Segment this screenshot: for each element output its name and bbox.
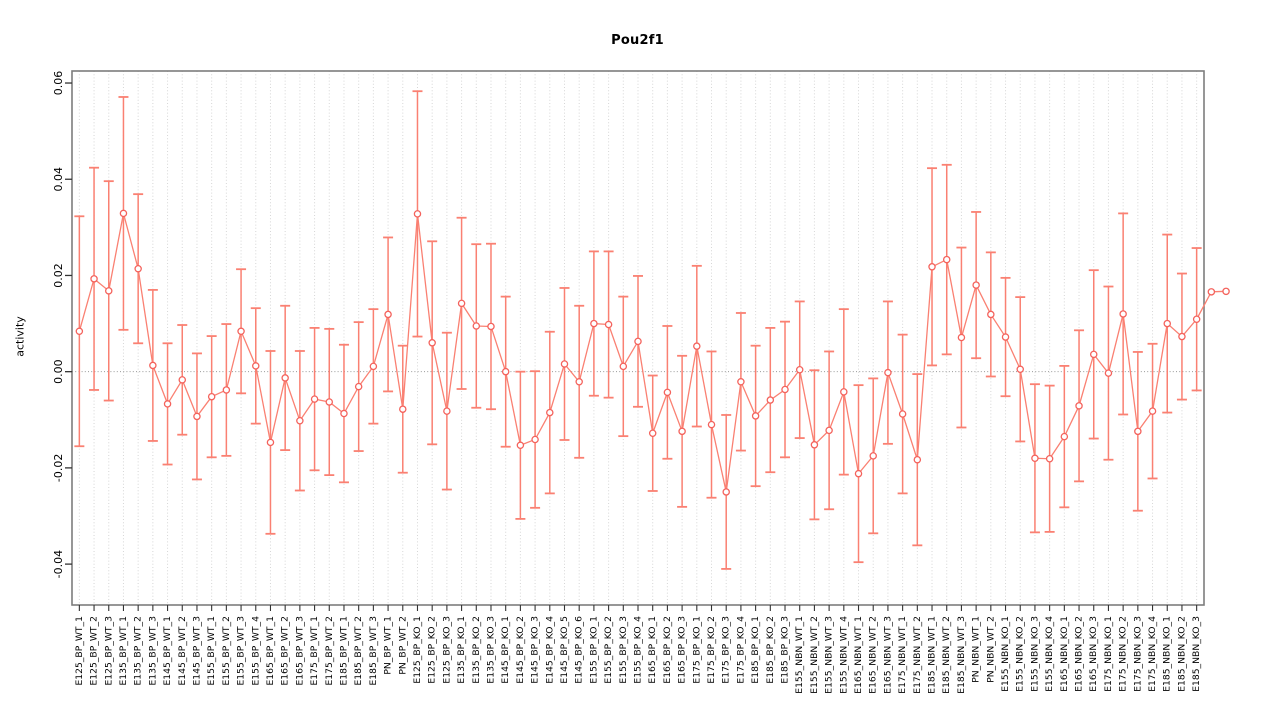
svg-text:E175_BP_WT_1: E175_BP_WT_1	[309, 616, 320, 686]
svg-text:E175_NBN_KO_2: E175_NBN_KO_2	[1118, 616, 1129, 692]
svg-text:E165_NBN_WT_1: E165_NBN_WT_1	[853, 616, 864, 694]
svg-text:E185_BP_WT_3: E185_BP_WT_3	[368, 616, 379, 686]
svg-text:E155_NBN_WT_4: E155_NBN_WT_4	[838, 616, 849, 694]
svg-text:E145_BP_KO_3: E145_BP_KO_3	[530, 616, 541, 684]
svg-text:E175_BP_WT_2: E175_BP_WT_2	[324, 616, 335, 686]
svg-text:E145_BP_WT_3: E145_BP_WT_3	[191, 616, 202, 686]
svg-text:E165_BP_WT_3: E165_BP_WT_3	[294, 616, 305, 686]
svg-text:E175_NBN_KO_3: E175_NBN_KO_3	[1132, 616, 1143, 692]
svg-text:E145_BP_KO_1: E145_BP_KO_1	[500, 616, 511, 684]
svg-text:E135_BP_WT_3: E135_BP_WT_3	[147, 616, 158, 686]
svg-text:0.06: 0.06	[52, 71, 65, 96]
svg-text:E155_NBN_WT_1: E155_NBN_WT_1	[794, 616, 805, 694]
svg-text:E175_BP_KO_3: E175_BP_KO_3	[721, 616, 732, 684]
svg-text:E185_NBN_KO_1: E185_NBN_KO_1	[1162, 616, 1173, 692]
svg-text:E185_NBN_WT_1: E185_NBN_WT_1	[927, 616, 938, 694]
grid-lines	[78, 71, 1198, 605]
svg-text:E155_BP_KO_1: E155_BP_KO_1	[588, 616, 599, 684]
svg-text:E175_NBN_KO_4: E175_NBN_KO_4	[1147, 616, 1158, 692]
svg-text:E155_BP_KO_2: E155_BP_KO_2	[603, 616, 614, 684]
svg-text:E165_BP_WT_2: E165_BP_WT_2	[280, 616, 291, 686]
svg-text:E135_BP_KO_3: E135_BP_KO_3	[485, 616, 496, 684]
svg-text:E135_BP_KO_1: E135_BP_KO_1	[456, 616, 467, 684]
y-axis: -0.04 -0.02 0.00 0.02 0.04 0.06	[52, 71, 72, 578]
svg-text:E155_NBN_KO_2: E155_NBN_KO_2	[1015, 616, 1026, 692]
svg-text:E165_NBN_WT_2: E165_NBN_WT_2	[868, 616, 879, 694]
data-points	[75, 209, 1230, 496]
svg-text:E165_NBN_KO_3: E165_NBN_KO_3	[1088, 616, 1099, 692]
svg-text:E185_BP_WT_1: E185_BP_WT_1	[338, 616, 349, 686]
svg-text:E125_BP_KO_3: E125_BP_KO_3	[441, 616, 452, 684]
svg-text:E155_BP_KO_4: E155_BP_KO_4	[633, 616, 644, 684]
svg-text:E125_BP_WT_2: E125_BP_WT_2	[89, 616, 100, 686]
svg-text:E145_BP_KO_2: E145_BP_KO_2	[515, 616, 526, 684]
svg-text:E155_NBN_WT_2: E155_NBN_WT_2	[809, 616, 820, 694]
svg-text:E135_BP_WT_1: E135_BP_WT_1	[118, 616, 129, 686]
svg-text:E125_BP_KO_1: E125_BP_KO_1	[412, 616, 423, 684]
svg-text:E155_BP_WT_2: E155_BP_WT_2	[221, 616, 232, 686]
svg-text:E155_NBN_KO_3: E155_NBN_KO_3	[1029, 616, 1040, 692]
svg-text:E165_NBN_KO_1: E165_NBN_KO_1	[1059, 616, 1070, 692]
svg-text:0.00: 0.00	[52, 359, 65, 384]
svg-text:E175_BP_KO_2: E175_BP_KO_2	[706, 616, 717, 684]
svg-text:E175_BP_KO_1: E175_BP_KO_1	[691, 616, 702, 684]
svg-text:E165_BP_KO_1: E165_BP_KO_1	[647, 616, 658, 684]
svg-text:0.02: 0.02	[52, 263, 65, 288]
svg-text:E155_BP_WT_1: E155_BP_WT_1	[206, 616, 217, 686]
svg-text:E155_BP_WT_4: E155_BP_WT_4	[250, 616, 261, 686]
svg-text:E185_BP_KO_2: E185_BP_KO_2	[765, 616, 776, 684]
svg-text:E155_BP_KO_3: E155_BP_KO_3	[618, 616, 629, 684]
svg-text:E185_BP_WT_2: E185_BP_WT_2	[353, 616, 364, 686]
svg-text:E165_BP_KO_2: E165_BP_KO_2	[662, 616, 673, 684]
svg-text:E155_NBN_KO_1: E155_NBN_KO_1	[1000, 616, 1011, 692]
svg-text:PN_NBN_WT_1: PN_NBN_WT_1	[971, 616, 982, 683]
svg-text:E185_NBN_KO_2: E185_NBN_KO_2	[1176, 616, 1187, 692]
svg-text:E145_BP_WT_1: E145_BP_WT_1	[162, 616, 173, 686]
svg-text:E145_BP_WT_2: E145_BP_WT_2	[177, 616, 188, 686]
svg-text:E175_BP_KO_4: E175_BP_KO_4	[735, 616, 746, 684]
svg-text:E165_BP_WT_1: E165_BP_WT_1	[265, 616, 276, 686]
svg-text:-0.04: -0.04	[52, 550, 65, 578]
svg-text:PN_BP_WT_1: PN_BP_WT_1	[383, 616, 394, 675]
svg-text:E185_NBN_KO_3: E185_NBN_KO_3	[1191, 616, 1202, 692]
svg-text:E185_NBN_WT_3: E185_NBN_WT_3	[956, 616, 967, 694]
svg-text:E135_BP_WT_2: E135_BP_WT_2	[133, 616, 144, 686]
svg-text:E185_BP_KO_3: E185_BP_KO_3	[780, 616, 791, 684]
svg-text:E165_NBN_KO_2: E165_NBN_KO_2	[1074, 616, 1085, 692]
svg-text:0.04: 0.04	[52, 167, 65, 192]
svg-text:E155_BP_WT_3: E155_BP_WT_3	[236, 616, 247, 686]
svg-text:E155_NBN_KO_4: E155_NBN_KO_4	[1044, 616, 1055, 692]
svg-text:E135_BP_KO_2: E135_BP_KO_2	[471, 616, 482, 684]
svg-text:E165_BP_KO_3: E165_BP_KO_3	[677, 616, 688, 684]
svg-text:E175_NBN_KO_1: E175_NBN_KO_1	[1103, 616, 1114, 692]
svg-text:PN_NBN_WT_2: PN_NBN_WT_2	[985, 616, 996, 683]
svg-text:PN_BP_WT_2: PN_BP_WT_2	[397, 616, 408, 675]
svg-text:E125_BP_WT_1: E125_BP_WT_1	[74, 616, 85, 686]
svg-text:E175_NBN_WT_2: E175_NBN_WT_2	[912, 616, 923, 694]
svg-text:E145_BP_KO_4: E145_BP_KO_4	[544, 616, 555, 684]
svg-text:E155_NBN_WT_3: E155_NBN_WT_3	[824, 616, 835, 694]
svg-text:E125_BP_KO_2: E125_BP_KO_2	[427, 616, 438, 684]
chart-title: Pou2f1	[611, 33, 664, 48]
svg-text:E185_NBN_WT_2: E185_NBN_WT_2	[941, 616, 952, 694]
svg-text:E145_BP_KO_5: E145_BP_KO_5	[559, 616, 570, 684]
svg-text:E185_BP_KO_1: E185_BP_KO_1	[750, 616, 761, 684]
svg-text:-0.02: -0.02	[52, 454, 65, 482]
svg-text:E125_BP_WT_3: E125_BP_WT_3	[103, 616, 114, 686]
x-axis: E125_BP_WT_1 E125_BP_WT_2 E125_BP_WT_3 E135…	[74, 605, 1202, 694]
svg-text:E175_NBN_WT_1: E175_NBN_WT_1	[897, 616, 908, 694]
svg-text:E145_BP_KO_6: E145_BP_KO_6	[574, 616, 585, 684]
svg-text:E165_NBN_WT_3: E165_NBN_WT_3	[882, 616, 893, 694]
